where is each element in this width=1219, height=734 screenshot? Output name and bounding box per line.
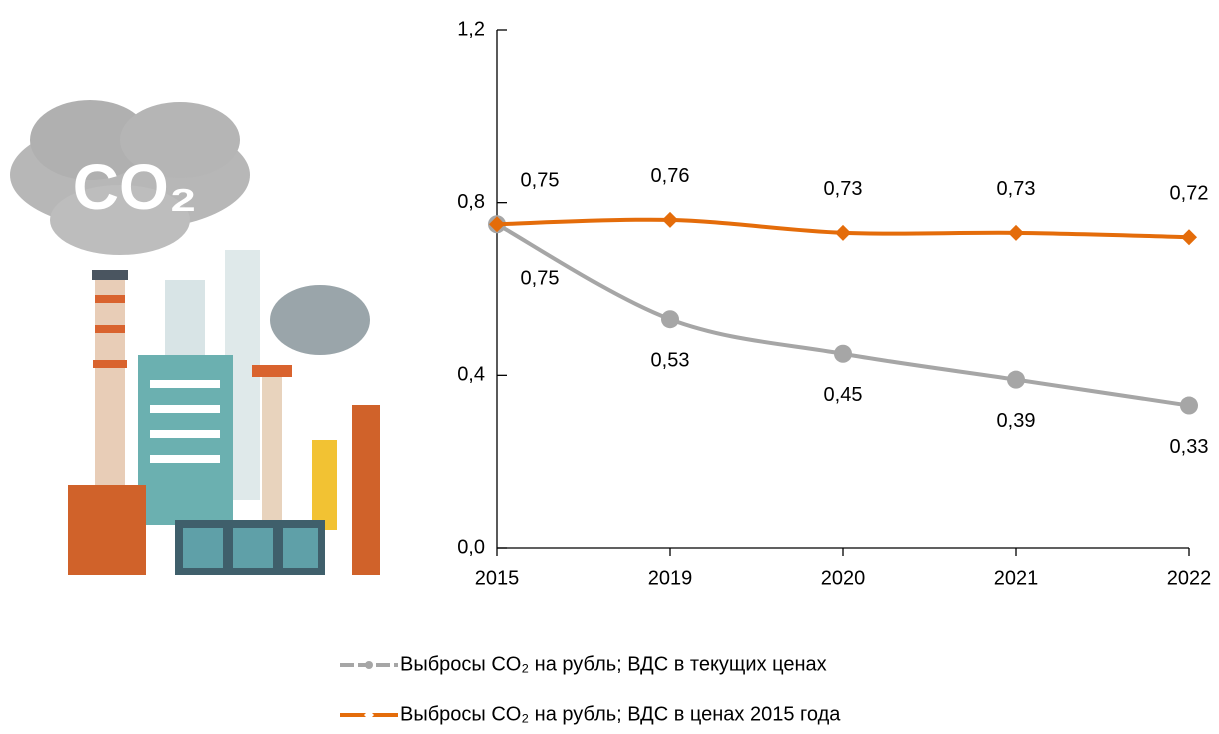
data-label: 0,76 bbox=[651, 165, 690, 187]
marker bbox=[1181, 229, 1197, 246]
data-label: 0,72 bbox=[1170, 182, 1209, 204]
legend-label: Выбросы CO₂ на рубль; ВДС в текущих цена… bbox=[400, 653, 827, 675]
data-label: 0,45 bbox=[824, 384, 863, 406]
marker bbox=[1007, 370, 1025, 389]
marker bbox=[661, 310, 679, 329]
legend-marker bbox=[365, 661, 373, 669]
x-tick-label: 2019 bbox=[648, 567, 693, 589]
illustration: CO₂ bbox=[10, 100, 380, 575]
y-tick-label: 0,4 bbox=[457, 364, 485, 386]
data-label: 0,73 bbox=[997, 178, 1036, 200]
y-tick-label: 1,2 bbox=[457, 18, 485, 40]
legend-marker bbox=[364, 710, 374, 720]
marker bbox=[835, 224, 851, 241]
data-label: 0,75 bbox=[521, 268, 560, 290]
x-tick-label: 2022 bbox=[1167, 567, 1212, 589]
marker bbox=[489, 216, 505, 233]
y-tick-label: 0,0 bbox=[457, 536, 485, 558]
data-label: 0,53 bbox=[651, 349, 690, 371]
marker bbox=[662, 211, 678, 228]
x-tick-label: 2015 bbox=[475, 567, 520, 589]
marker bbox=[834, 344, 852, 363]
y-tick-label: 0,8 bbox=[457, 191, 485, 213]
data-label: 0,33 bbox=[1170, 436, 1209, 458]
data-label: 0,39 bbox=[997, 410, 1036, 432]
x-tick-label: 2021 bbox=[994, 567, 1039, 589]
series-line bbox=[496, 222, 1190, 408]
x-tick-label: 2020 bbox=[821, 567, 866, 589]
data-label: 0,73 bbox=[824, 178, 863, 200]
illustration-label: CO₂ bbox=[73, 151, 197, 223]
legend-label: Выбросы CO₂ на рубль; ВДС в ценах 2015 г… bbox=[400, 703, 841, 725]
marker bbox=[1008, 224, 1024, 241]
marker bbox=[1180, 396, 1198, 415]
data-label: 0,75 bbox=[521, 170, 560, 192]
